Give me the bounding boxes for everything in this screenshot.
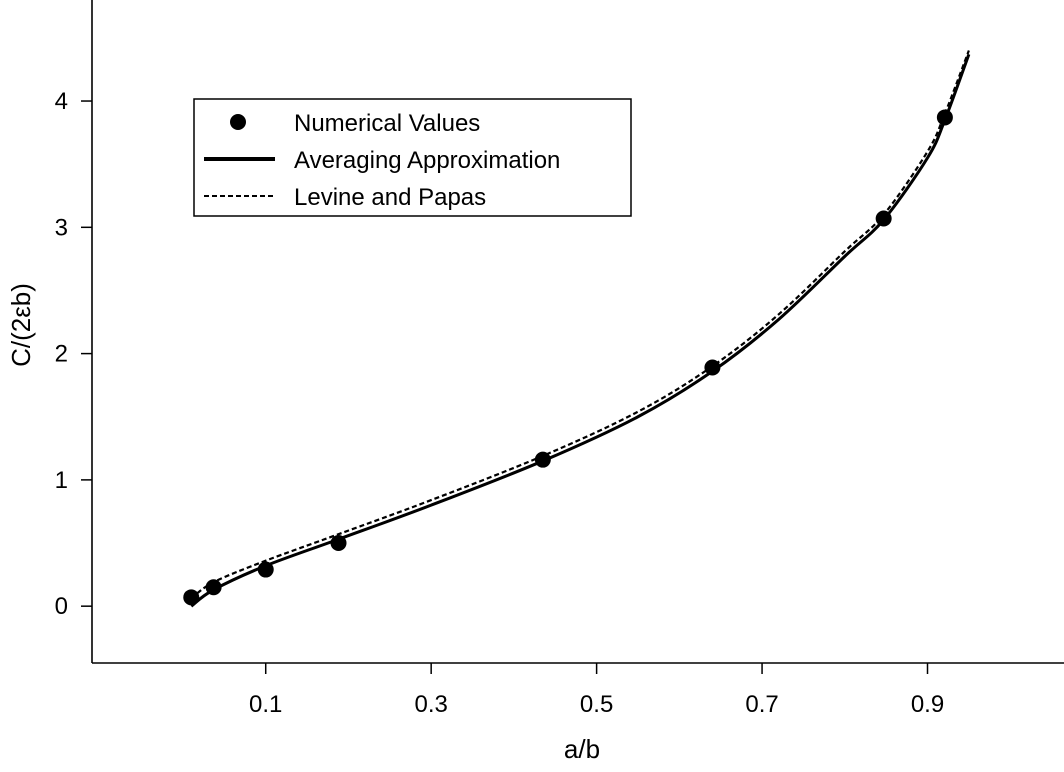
x-tick-label: 0.5 [580,691,613,718]
x-ticks: 0.1 0.3 0.5 0.7 0.9 [249,663,944,718]
series-lines [190,50,971,608]
x-tick-label: 0.1 [249,691,282,718]
y-tick-label: 0 [55,593,68,620]
x-tick-label: 0.7 [745,691,778,718]
legend-label-numerical: Numerical Values [294,110,480,137]
x-tick-label: 0.9 [911,691,944,718]
data-point-marker [183,589,200,606]
y-ticks: 0 1 2 3 4 [55,88,92,620]
data-point-marker [534,451,551,468]
series-markers [183,109,953,606]
y-axis-title: C/(2εb) [6,283,36,367]
legend-label-levine: Levine and Papas [294,184,486,211]
legend-label-averaging: Averaging Approximation [294,147,560,174]
y-tick-label: 3 [55,214,68,241]
data-point-marker [330,535,347,552]
data-point-marker [205,579,222,596]
y-tick-label: 1 [55,467,68,494]
data-point-marker [936,109,953,126]
x-tick-label: 0.3 [414,691,447,718]
data-point-marker [875,210,892,227]
levine-papas-line [190,50,970,600]
y-tick-label: 2 [55,341,68,368]
data-point-marker [704,359,721,376]
legend: Numerical Values Averaging Approximation… [193,98,632,217]
y-tick-label: 4 [55,88,68,115]
averaging-approximation-line [190,53,971,608]
x-axis-title: a/b [564,734,600,764]
legend-marker-numerical [230,114,246,130]
data-point-marker [257,561,274,578]
